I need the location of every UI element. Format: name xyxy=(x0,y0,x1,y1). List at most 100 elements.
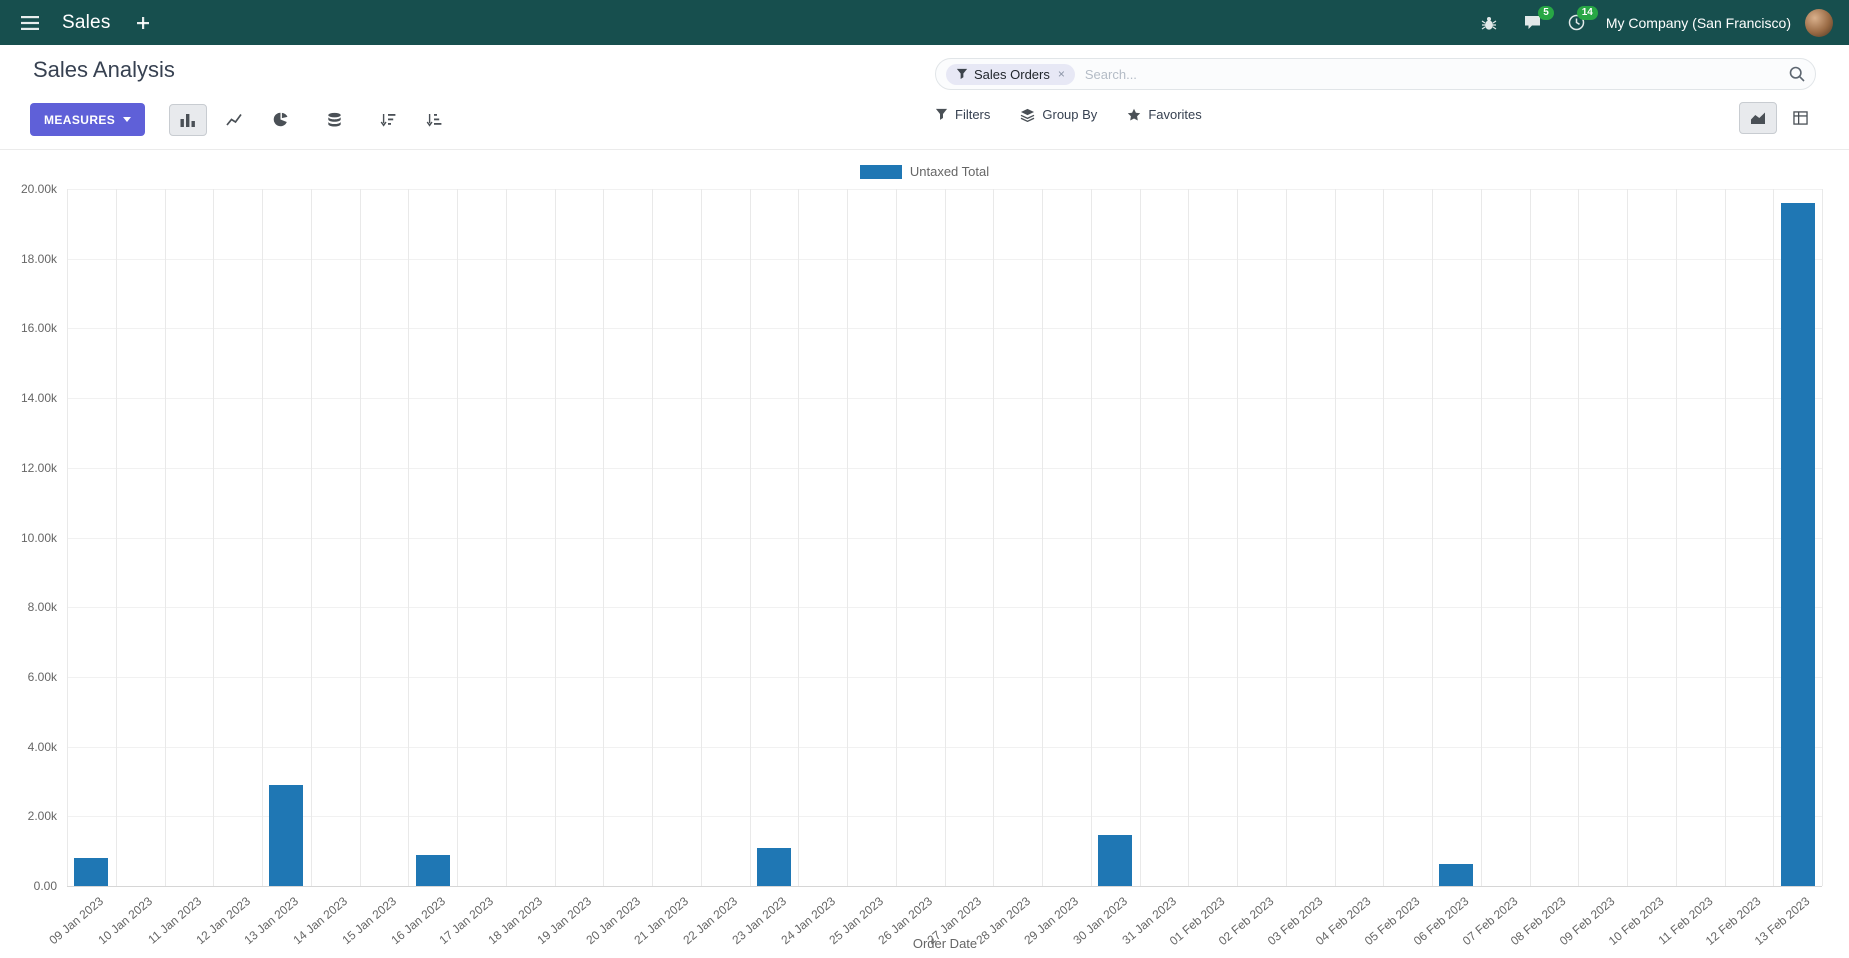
stacked-toggle-button[interactable] xyxy=(315,104,353,136)
group-by-label: Group By xyxy=(1042,107,1098,122)
filter-funnel-icon xyxy=(956,68,968,80)
x-gridline xyxy=(895,189,897,886)
line-chart-icon xyxy=(226,113,242,127)
sort-descending-button[interactable] xyxy=(369,104,407,136)
y-tick-label: 4.00k xyxy=(27,739,57,754)
chart-bar[interactable] xyxy=(74,858,109,886)
search-facet-sales-orders[interactable]: Sales Orders × xyxy=(946,63,1075,85)
y-tick-label: 10.00k xyxy=(20,530,57,545)
sort-ascending-icon xyxy=(426,113,442,127)
pie-chart-icon xyxy=(273,112,288,127)
measures-button-label: MEASURES xyxy=(44,112,116,127)
x-gridline xyxy=(1529,189,1531,886)
search-input[interactable] xyxy=(1074,66,1789,82)
x-gridline xyxy=(67,189,68,886)
y-tick-label: 18.00k xyxy=(20,251,57,266)
x-gridline xyxy=(359,189,361,886)
user-avatar[interactable] xyxy=(1805,8,1833,37)
star-icon xyxy=(1127,108,1141,122)
measures-button[interactable]: MEASURES xyxy=(30,103,146,136)
y-tick-label: 2.00k xyxy=(27,809,57,824)
bar-chart-button[interactable] xyxy=(169,103,208,136)
control-panel: Sales Analysis Sales Orders × MEASURES xyxy=(0,45,1849,150)
group-by-menu-button[interactable]: Group By xyxy=(1020,107,1097,122)
x-gridline xyxy=(1139,189,1141,886)
x-gridline xyxy=(847,189,848,886)
x-gridline xyxy=(993,189,995,886)
x-gridline xyxy=(1432,189,1433,886)
activities-menu-button[interactable]: 14 xyxy=(1562,5,1598,38)
favorites-menu-button[interactable]: Favorites xyxy=(1127,107,1202,122)
bug-icon xyxy=(1481,15,1497,31)
favorites-label: Favorites xyxy=(1148,107,1202,122)
search-facet-label: Sales Orders xyxy=(974,66,1050,82)
apps-menu-toggle[interactable] xyxy=(16,9,44,37)
chart-bar[interactable] xyxy=(1780,202,1815,886)
user-company-menu[interactable]: My Company (San Francisco) xyxy=(1605,14,1791,31)
bar-chart-icon xyxy=(180,113,196,127)
x-axis-line xyxy=(67,886,1822,887)
filters-label: Filters xyxy=(955,107,991,122)
x-gridline xyxy=(1090,189,1092,886)
plot-area: 0.00 2.00k 4.00k 6.00k 8.00k 10.00k 12.00k 14.0… xyxy=(0,150,1849,958)
search-magnifier-icon[interactable] xyxy=(1789,66,1805,82)
graph-view-button[interactable] xyxy=(1739,102,1777,134)
y-tick-label: 16.00k xyxy=(20,321,57,336)
filters-menu-button[interactable]: Filters xyxy=(935,107,990,122)
new-tab-plus-button[interactable] xyxy=(129,9,157,37)
y-tick-label: 12.00k xyxy=(20,460,57,475)
x-gridline xyxy=(1724,189,1726,886)
x-gridline xyxy=(262,189,263,886)
x-gridline xyxy=(1334,189,1336,886)
plus-icon xyxy=(136,16,150,30)
legend-label: Untaxed Total xyxy=(909,164,990,179)
chart-bar[interactable] xyxy=(415,854,450,886)
chevron-down-icon xyxy=(123,117,132,122)
x-gridline xyxy=(554,189,556,886)
x-gridline xyxy=(1188,189,1190,886)
legend-item-untaxed-total[interactable]: Untaxed Total xyxy=(859,164,990,179)
hamburger-icon xyxy=(21,15,39,30)
x-gridline xyxy=(1578,189,1580,886)
activities-badge: 14 xyxy=(1576,5,1598,20)
x-gridline xyxy=(310,189,312,886)
chart-legend: Untaxed Total xyxy=(0,164,1849,179)
x-gridline xyxy=(1627,189,1628,886)
pie-chart-button[interactable] xyxy=(261,104,299,136)
x-gridline xyxy=(798,189,800,886)
messages-menu-button[interactable]: 5 xyxy=(1518,5,1554,38)
page-title: Sales Analysis xyxy=(33,57,175,82)
chart-bar[interactable] xyxy=(1439,864,1474,886)
chart-bar[interactable] xyxy=(756,848,791,886)
x-gridline xyxy=(749,189,751,886)
x-gridline xyxy=(700,189,702,886)
chart-bar[interactable] xyxy=(1098,835,1133,886)
x-gridline xyxy=(115,189,117,886)
x-gridline xyxy=(1383,189,1385,886)
y-tick-label: 14.00k xyxy=(20,391,57,406)
current-app-name[interactable]: Sales xyxy=(62,11,111,33)
sort-descending-icon xyxy=(380,113,396,127)
facet-remove-button[interactable]: × xyxy=(1057,67,1065,81)
x-gridline xyxy=(1042,189,1043,886)
x-gridline xyxy=(1237,189,1238,886)
legend-swatch xyxy=(859,164,902,179)
chat-bubble-icon xyxy=(1524,15,1541,30)
top-navbar: Sales 5 14 My Company (San Francisco) xyxy=(0,0,1849,45)
x-gridline xyxy=(1822,189,1823,886)
search-bar[interactable]: Sales Orders × xyxy=(935,58,1816,90)
layers-icon xyxy=(1020,108,1035,122)
x-gridline xyxy=(1675,189,1677,886)
y-tick-label: 20.00k xyxy=(20,182,57,196)
line-chart-button[interactable] xyxy=(215,104,253,136)
debug-menu-button[interactable] xyxy=(1474,8,1504,38)
x-axis-title: Order Date xyxy=(912,936,978,951)
sort-ascending-button[interactable] xyxy=(415,104,453,136)
area-chart-icon xyxy=(1750,111,1766,125)
y-tick-label: 6.00k xyxy=(27,669,57,684)
chart-bar[interactable] xyxy=(269,784,304,886)
x-gridline xyxy=(213,189,215,886)
x-gridline xyxy=(603,189,605,886)
pivot-view-button[interactable] xyxy=(1781,102,1819,134)
x-gridline xyxy=(408,189,410,886)
